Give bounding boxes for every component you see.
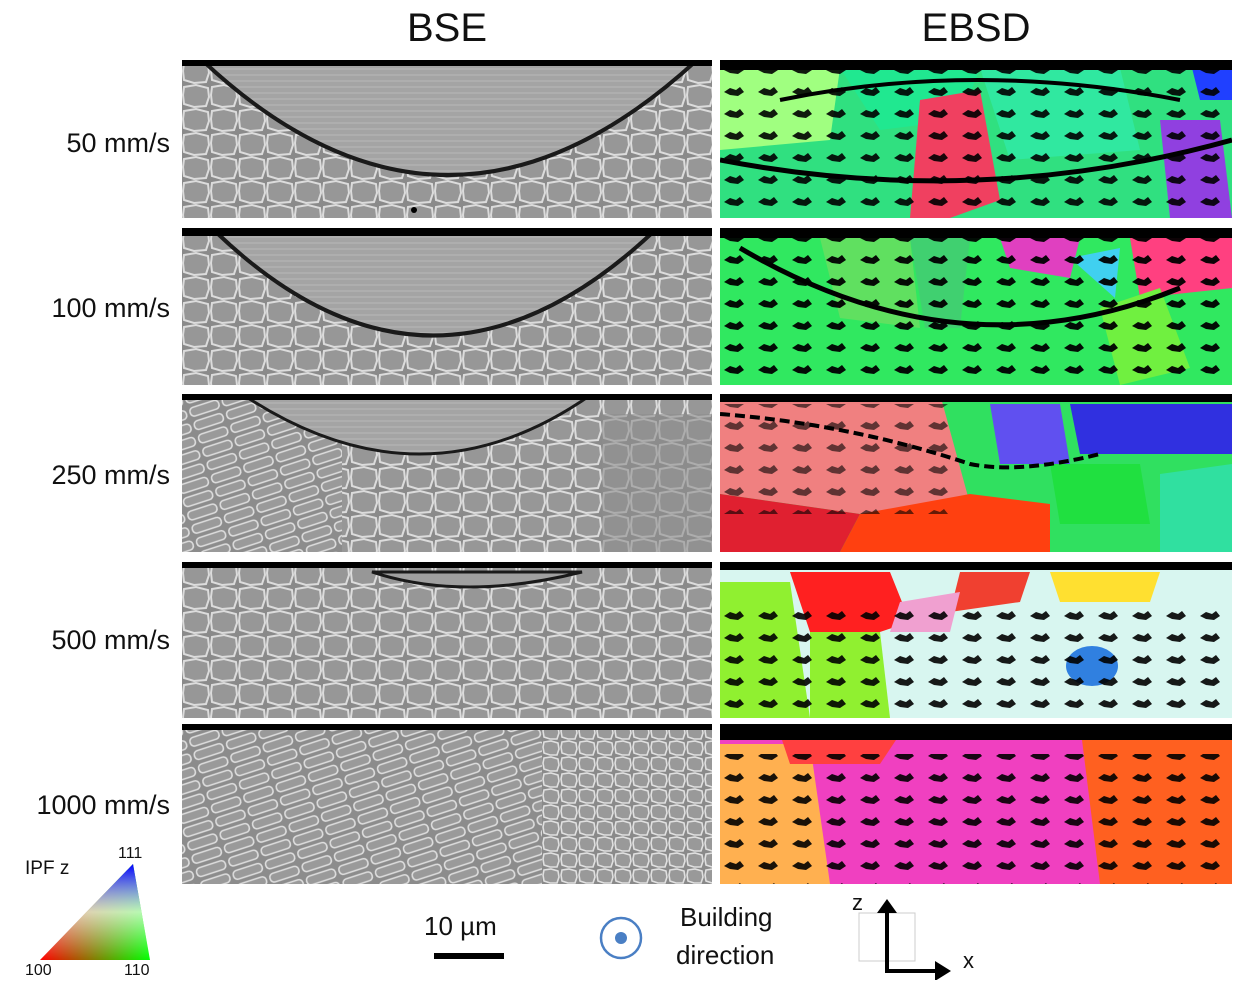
bse-image-50 (182, 60, 712, 218)
ipf-corner-100: 100 (25, 962, 52, 979)
row-label-100: 100 mm/s (51, 293, 170, 323)
ebsd-image-100 (720, 228, 1232, 385)
axes-icon (858, 899, 951, 980)
row-label-250: 250 mm/s (51, 460, 170, 490)
ebsd-column-title: EBSD (921, 6, 1031, 50)
axis-x-label: x (963, 948, 974, 973)
scale-bar (434, 953, 504, 959)
building-direction-icon (599, 916, 643, 960)
bse-image-100 (182, 228, 712, 385)
row-label-1000: 1000 mm/s (36, 790, 170, 820)
row-label-500: 500 mm/s (51, 625, 170, 655)
building-direction-line2: direction (676, 940, 775, 970)
bse-column-title: BSE (406, 6, 488, 50)
ipf-legend-title: IPF z (25, 858, 70, 879)
ebsd-image-1000 (720, 724, 1232, 884)
ipf-corner-110: 110 (124, 962, 150, 979)
building-direction-line1: Building (680, 902, 773, 932)
bse-image-500 (182, 562, 712, 718)
bse-image-250 (182, 394, 712, 552)
ebsd-image-250 (720, 394, 1232, 552)
bse-image-1000 (182, 724, 712, 884)
axis-z-label: z (852, 890, 863, 915)
scale-bar-label: 10 µm (424, 911, 497, 941)
row-label-50: 50 mm/s (66, 128, 170, 158)
ebsd-image-50 (720, 60, 1232, 218)
ipf-corner-111: 111 (118, 845, 143, 862)
ipf-triangle (40, 864, 150, 960)
ebsd-image-500 (720, 562, 1232, 718)
